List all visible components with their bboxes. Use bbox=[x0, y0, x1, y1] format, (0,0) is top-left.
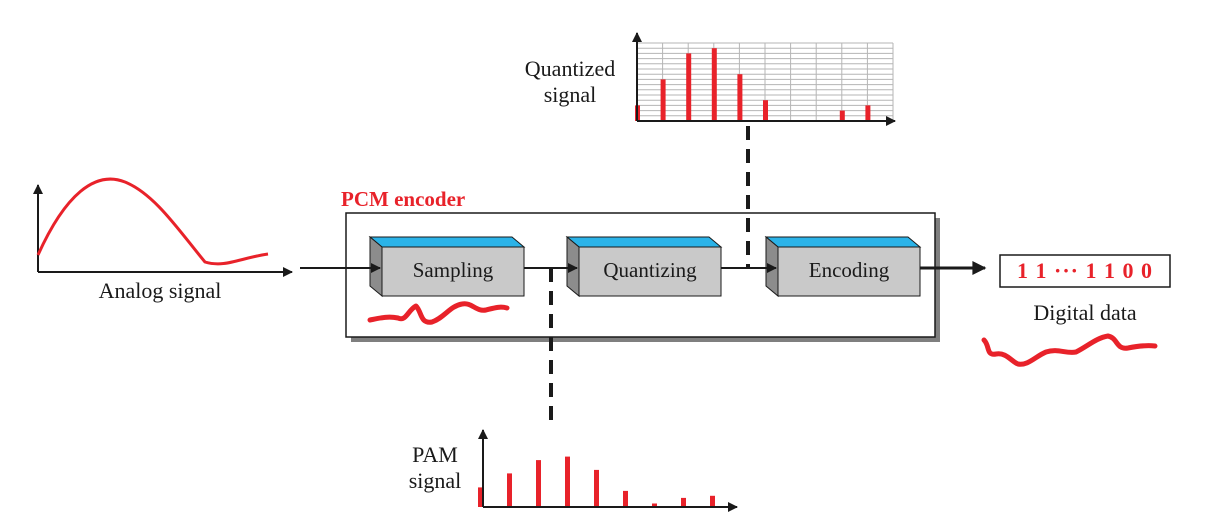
quantized-bar bbox=[711, 48, 717, 122]
pcm-encoder-title: PCM encoder bbox=[341, 187, 466, 211]
analog-waveform bbox=[36, 177, 269, 266]
sampling-label: Sampling bbox=[412, 258, 494, 282]
encoding-block bbox=[764, 235, 922, 298]
pam-label-line1: PAM bbox=[412, 442, 458, 467]
quantized-bar bbox=[660, 79, 666, 121]
quantized-signal-plot bbox=[632, 32, 896, 126]
analog-signal-plot bbox=[33, 177, 293, 277]
pam-bar bbox=[652, 503, 657, 507]
handwritten-squiggle-under-digital-data bbox=[981, 333, 1158, 367]
handwritten-squiggle-under-sampling bbox=[367, 301, 510, 325]
quantized-grid bbox=[637, 42, 894, 121]
analog-signal-label: Analog signal bbox=[98, 278, 222, 303]
pam-bar bbox=[536, 460, 541, 507]
digital-data-label: Digital data bbox=[1033, 300, 1137, 325]
quantized-label-line2: signal bbox=[543, 82, 597, 107]
pam-bar bbox=[594, 469, 599, 507]
pam-signal-plot bbox=[478, 429, 738, 512]
digital-data-bits: 1 1 ··· 1 1 0 0 bbox=[1016, 258, 1153, 283]
encoding-label: Encoding bbox=[808, 258, 890, 282]
pam-signal-label: PAM signal bbox=[395, 444, 475, 492]
quantized-bar bbox=[737, 74, 743, 121]
pam-bar bbox=[623, 490, 628, 507]
pam-bar bbox=[478, 487, 483, 507]
sampling-block bbox=[368, 235, 526, 298]
quantized-bar bbox=[686, 53, 692, 121]
pam-bar bbox=[507, 473, 512, 507]
quantized-bar bbox=[763, 100, 768, 121]
quantized-bar bbox=[865, 105, 871, 121]
quantized-bar bbox=[839, 110, 845, 121]
pam-bar bbox=[710, 495, 715, 507]
quantizing-label: Quantizing bbox=[603, 258, 697, 282]
quantized-label-line1: Quantized bbox=[524, 56, 616, 81]
pam-bar bbox=[565, 456, 570, 507]
pam-bars bbox=[478, 456, 715, 507]
pam-label-line2: signal bbox=[408, 468, 462, 493]
quantized-signal-label: Quantized signal bbox=[510, 58, 630, 106]
digital-data-box bbox=[999, 254, 1171, 288]
pam-bar bbox=[681, 497, 686, 507]
